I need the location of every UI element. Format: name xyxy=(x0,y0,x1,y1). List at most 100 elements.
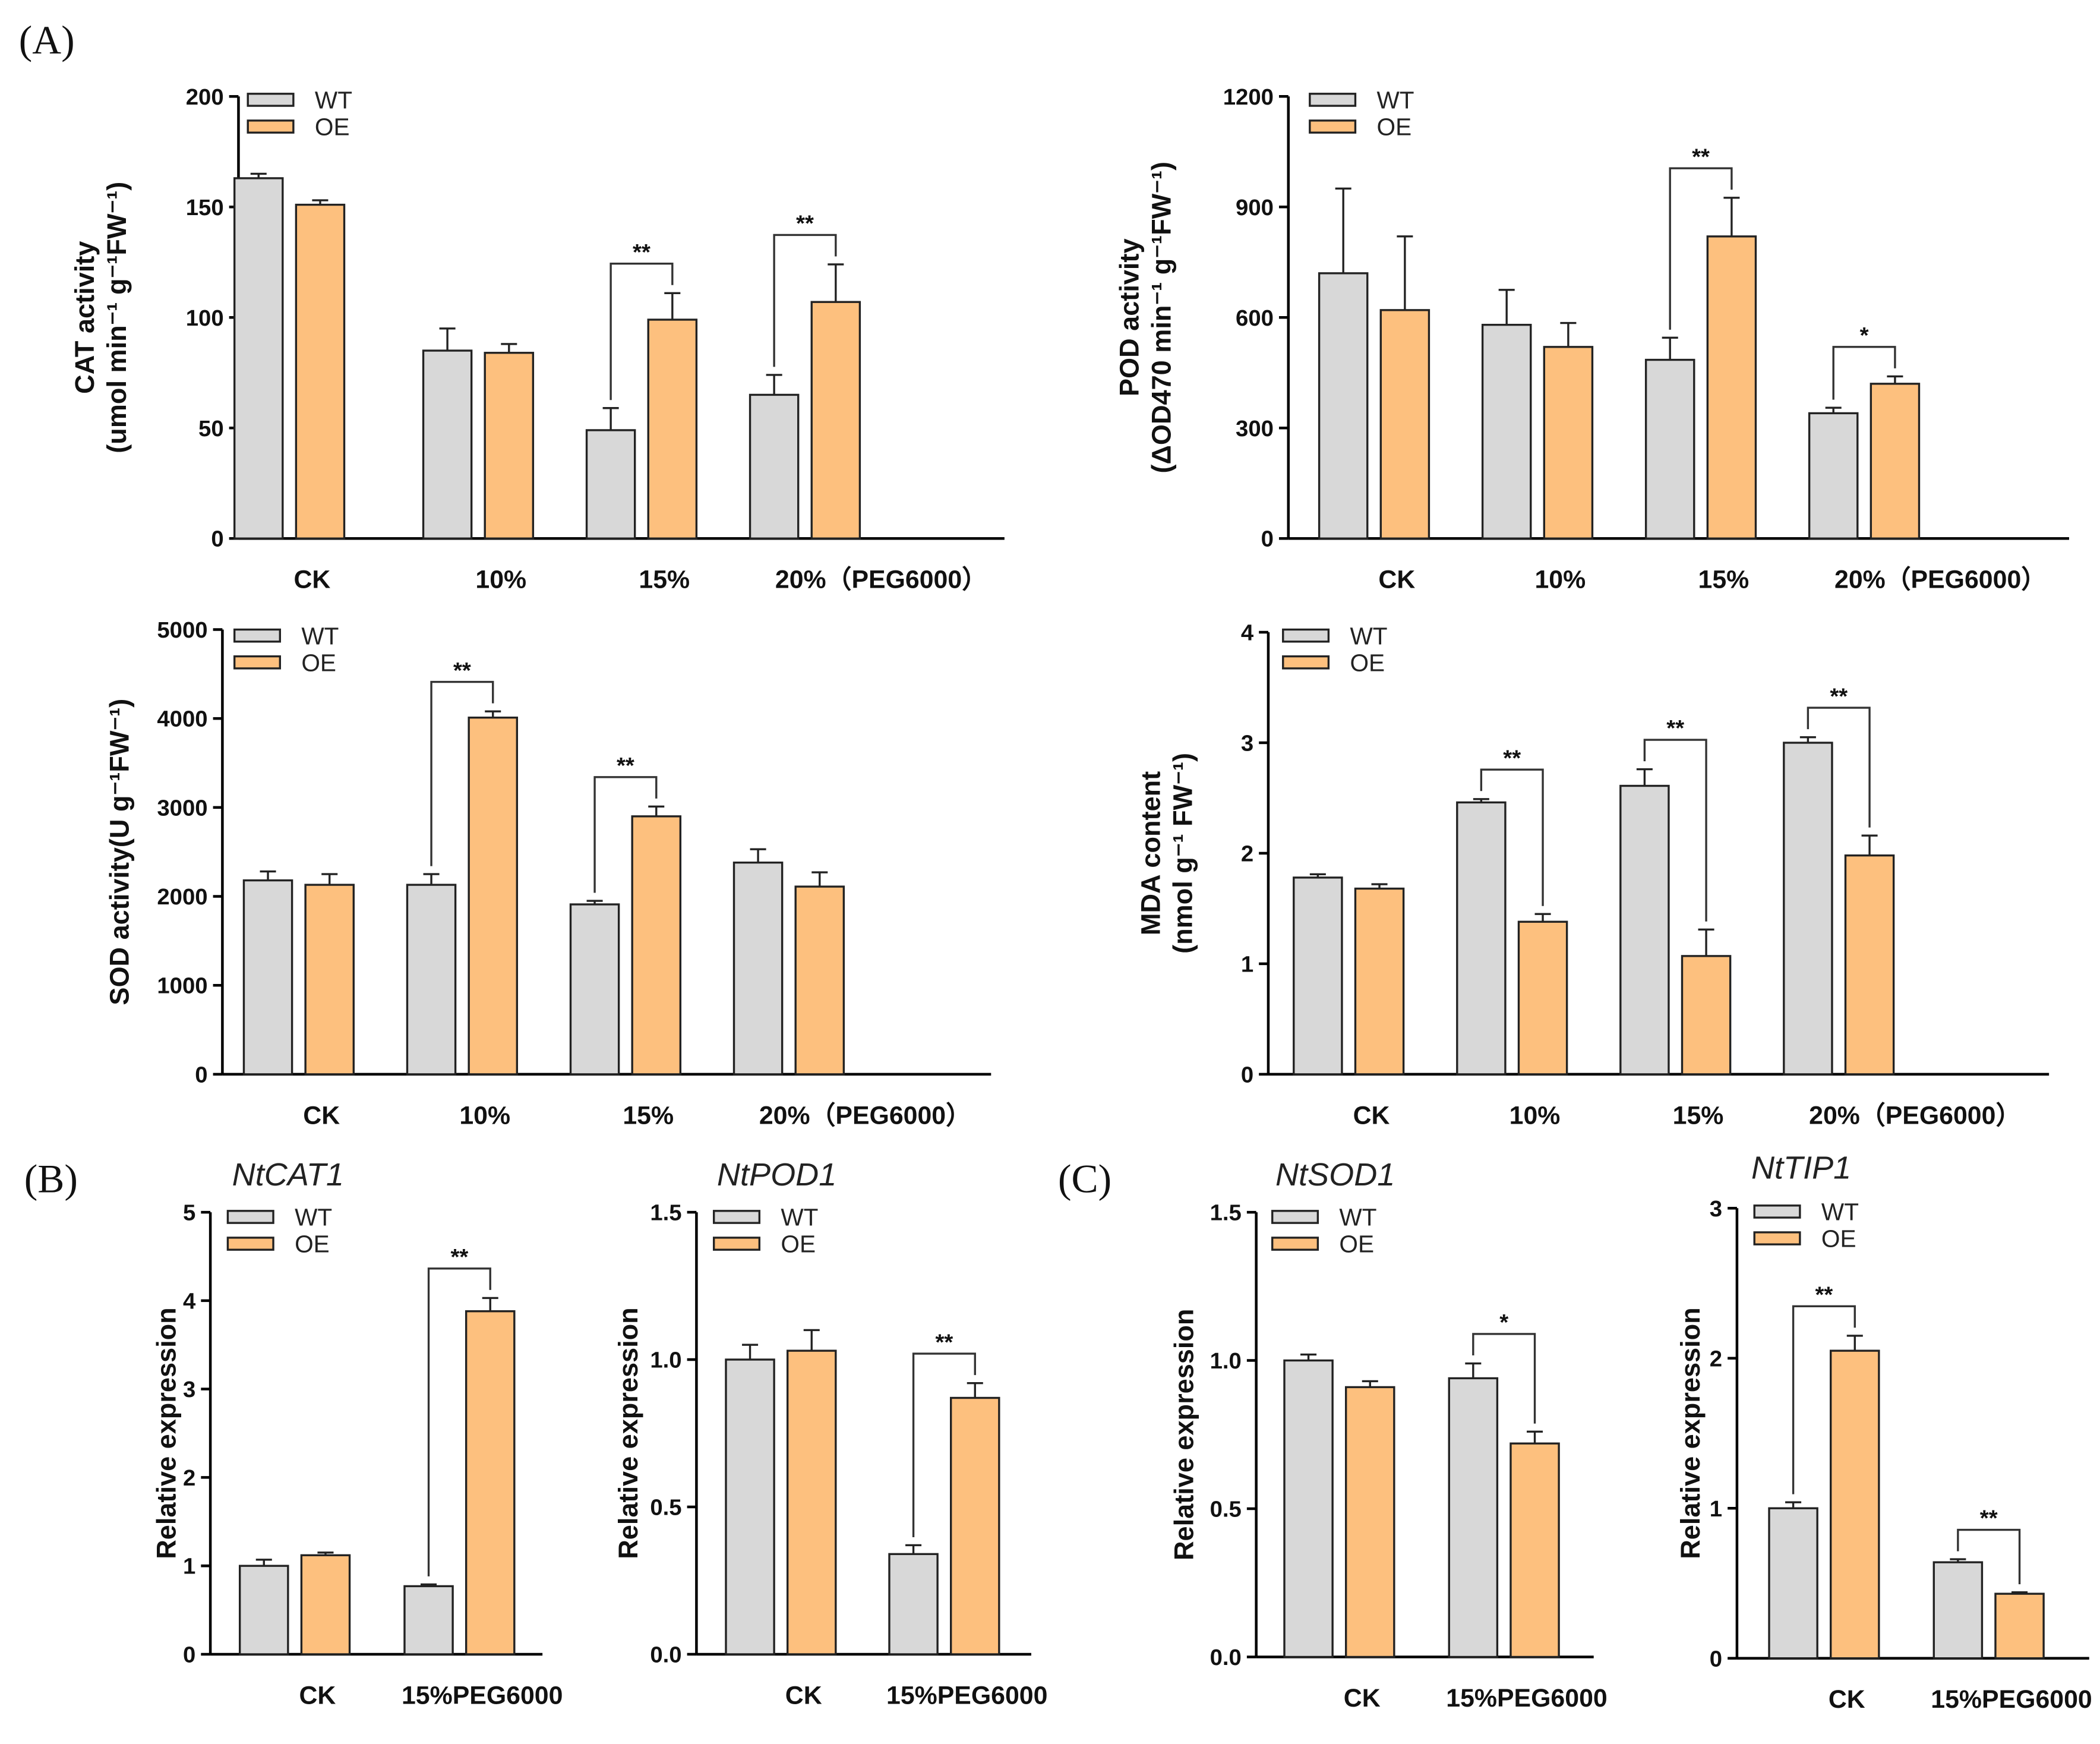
significance-label: ** xyxy=(1666,715,1684,741)
y-tick-label: 3000 xyxy=(157,795,207,821)
y-tick-label: 0.0 xyxy=(1210,1645,1242,1670)
significance-bracket xyxy=(1807,707,1871,828)
legend-label-wt: WT xyxy=(1821,1199,1859,1226)
y-tick-label: 900 xyxy=(1236,195,1274,220)
chart-2: 0 300 600 900 1200 POD activity (ΔOD470 min⁻¹ … xyxy=(1114,84,2069,594)
y-tick-label: 0.5 xyxy=(1210,1497,1242,1522)
legend-label-oe: OE xyxy=(1339,1231,1374,1258)
legend-label-wt: WT xyxy=(315,87,352,114)
legend-label-wt: WT xyxy=(1377,87,1414,114)
y-tick-label: 2 xyxy=(1241,841,1253,866)
significance-label: ** xyxy=(1815,1282,1833,1308)
legend-swatch-oe xyxy=(233,655,282,670)
y-tick-label: 0.0 xyxy=(650,1642,681,1667)
y-tick-label: 0 xyxy=(211,526,223,552)
y-tick-label: 1 xyxy=(1241,951,1253,977)
significance-bracket xyxy=(1832,346,1896,400)
x-tick-label: 20%（PEG6000） xyxy=(1809,1101,2021,1130)
bar-oe xyxy=(1354,887,1405,1076)
bar-oe xyxy=(465,1310,516,1655)
y-tick-label: 1.0 xyxy=(650,1348,681,1373)
y-tick-label: 1 xyxy=(1710,1496,1722,1522)
bar-wt xyxy=(406,884,457,1076)
significance-label: ** xyxy=(633,239,650,265)
bar-oe xyxy=(304,884,355,1076)
chart-3: 0 1000 2000 3000 4000 5000 SOD activity(U g⁻¹F… xyxy=(105,617,991,1130)
y-tick-label: 0 xyxy=(195,1062,207,1087)
y-tick-label: 2 xyxy=(1710,1346,1722,1371)
legend-label-oe: OE xyxy=(301,649,336,676)
significance-bracket xyxy=(1480,768,1544,906)
bar-wt xyxy=(403,1585,454,1655)
legend-swatch-oe xyxy=(1753,1231,1801,1245)
bar-wt xyxy=(732,861,784,1076)
x-tick-label: CK xyxy=(1353,1101,1390,1130)
legend-label-oe: OE xyxy=(781,1231,816,1258)
legend-swatch-wt xyxy=(712,1210,761,1224)
y-tick-label: 2000 xyxy=(157,884,207,910)
chart-title: NtSOD1 xyxy=(1275,1157,1395,1193)
bar-wt xyxy=(569,903,620,1076)
chart-1: 0 50 100 150 200 CAT activity (umol min⁻¹ g⁻¹F… xyxy=(70,84,1005,594)
y-tick-label: 200 xyxy=(186,84,224,110)
bar-wt xyxy=(233,177,284,540)
bar-oe xyxy=(300,1554,351,1655)
y-tick-label: 1.5 xyxy=(1210,1200,1242,1226)
bar-wt xyxy=(1456,801,1507,1076)
x-tick-label: CK xyxy=(293,566,330,594)
significance-label: ** xyxy=(1692,144,1710,169)
bar-wt xyxy=(422,349,473,540)
x-tick-label: CK xyxy=(1378,566,1415,594)
bar-wt xyxy=(239,1565,289,1655)
y-axis-label: SOD activity(U g⁻¹FW⁻¹) xyxy=(105,699,135,1005)
significance-bracket xyxy=(773,234,837,367)
bar-wt xyxy=(1293,876,1343,1076)
legend-label-wt: WT xyxy=(301,622,339,649)
y-tick-label: 50 xyxy=(198,416,224,441)
x-tick-label: 15% xyxy=(1698,566,1750,594)
y-axis-label: CAT activity xyxy=(70,241,100,394)
bar-oe xyxy=(1870,383,1921,540)
legend-swatch-oe xyxy=(226,1237,274,1251)
significance-bracket xyxy=(427,1267,491,1576)
panel-label-b: (B) xyxy=(24,1156,78,1201)
legend-swatch-oe xyxy=(712,1237,761,1251)
y-tick-label: 0 xyxy=(1241,1062,1253,1087)
bar-wt xyxy=(1808,412,1859,540)
y-tick-label: 1000 xyxy=(157,973,207,999)
x-tick-label: 10% xyxy=(1534,566,1586,594)
y-tick-label: 3 xyxy=(183,1377,195,1402)
bar-wt xyxy=(1932,1561,1984,1660)
legend-swatch-wt xyxy=(226,1210,274,1224)
significance-bracket xyxy=(610,263,674,400)
y-tick-label: 5 xyxy=(183,1200,195,1226)
y-axis-label: Relative expression xyxy=(151,1307,181,1559)
y-tick-label: 3 xyxy=(1710,1196,1722,1222)
bar-oe xyxy=(786,1349,837,1655)
x-tick-label: 15% xyxy=(1673,1101,1724,1130)
bar-oe xyxy=(631,815,682,1076)
significance-bracket xyxy=(1643,739,1707,922)
y-axis-label: POD activity xyxy=(1114,238,1144,396)
significance-bracket xyxy=(1957,1528,2021,1585)
legend-label-oe: OE xyxy=(1821,1225,1856,1253)
bar-wt xyxy=(749,393,800,540)
y-tick-label: 1.5 xyxy=(650,1200,681,1226)
bar-oe xyxy=(1994,1592,2045,1660)
x-tick-label: 10% xyxy=(1510,1101,1561,1130)
bar-oe xyxy=(1706,235,1757,540)
bar-oe xyxy=(468,716,519,1076)
bar-oe xyxy=(1510,1442,1560,1658)
bar-oe xyxy=(1517,920,1568,1076)
chart-title: NtCAT1 xyxy=(232,1157,344,1193)
x-tick-label: 20%（PEG6000） xyxy=(1834,566,2047,594)
significance-label: ** xyxy=(796,211,814,236)
significance-label: ** xyxy=(1980,1506,1998,1531)
bar-oe xyxy=(647,318,698,540)
y-axis-label: Relative expression xyxy=(613,1307,643,1559)
y-tick-label: 300 xyxy=(1236,416,1274,441)
y-axis-label: (umol min⁻¹ g⁻¹FW⁻¹) xyxy=(102,182,132,453)
legend-label-wt: WT xyxy=(295,1204,332,1231)
